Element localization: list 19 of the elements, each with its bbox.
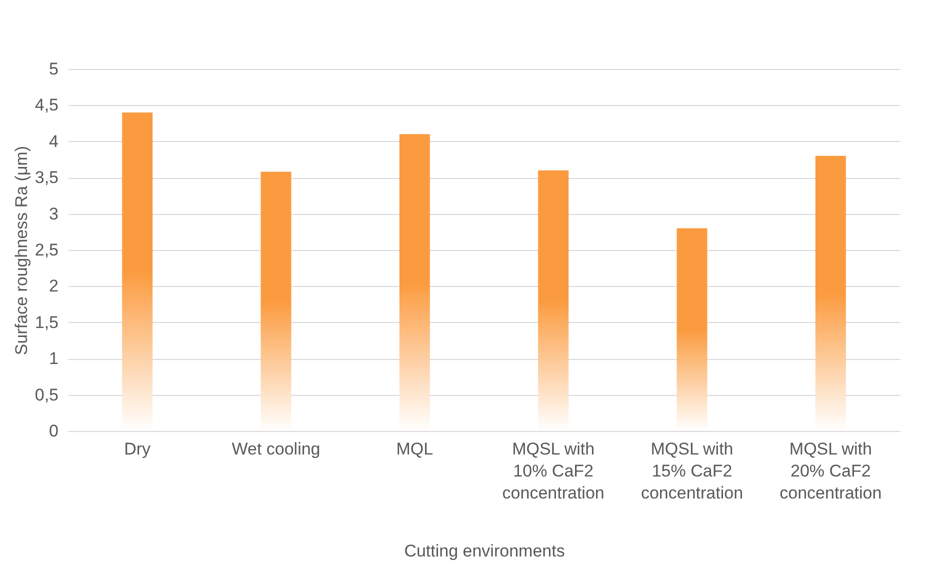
x-tick-label: MQL: [396, 440, 434, 458]
y-tick-label: 1,5: [34, 312, 58, 332]
y-tick-label: 4,5: [34, 96, 58, 115]
y-tick-label: 4: [49, 132, 58, 151]
x-tick-label: MQSL with 20% CaF2 concentration: [780, 440, 882, 502]
y-tick-label: 0: [49, 422, 58, 440]
y-tick-label: 1: [49, 349, 58, 368]
x-tick-label: Wet cooling: [232, 440, 320, 458]
y-tick-label: 2,5: [34, 240, 58, 260]
y-tick-label: 5: [49, 60, 58, 78]
x-tick-label: MQSL with 15% CaF2 concentration: [640, 440, 744, 502]
y-tick-label: 2: [49, 276, 58, 296]
y-axis-title: Surface roughness Ra (μm): [12, 146, 31, 356]
x-tick-label: MQSL with 10% CaF2 concentration: [502, 440, 604, 502]
x-axis-title: Cutting environments: [404, 542, 565, 560]
y-tick-label: 3: [49, 204, 58, 224]
x-tick-label: Dry: [124, 440, 152, 458]
y-tick-label: 0,5: [34, 385, 58, 404]
y-tick-label: 3,5: [34, 168, 58, 188]
